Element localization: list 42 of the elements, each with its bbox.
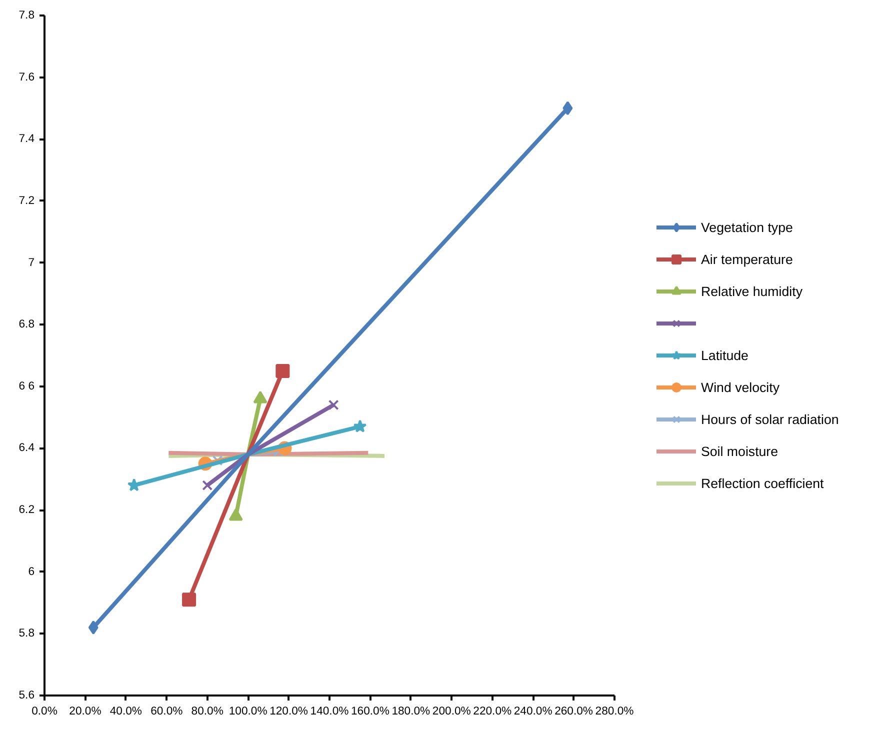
legend-label: Vegetation type [701,220,793,234]
point [276,364,290,378]
x-tick-label: 200.0% [432,706,471,718]
x-tick-label: 120.0% [270,706,308,718]
x-tick-label: 80.0% [191,706,224,718]
point [353,420,367,432]
x-tick-label: 100.0% [228,706,268,718]
legend-label: Soil moisture [701,444,778,458]
point [328,400,339,410]
x-tick-label: 240.0% [514,706,552,718]
legend-label: Latitude [701,348,748,362]
y-tick-label: 6 6 [18,380,34,392]
x-tick-label: 0.0% [32,706,58,718]
x-tick-label: 40.0% [110,706,142,718]
x-tick-label: 180.0% [392,706,430,718]
point [88,620,98,634]
y-tick-label: 7 [28,256,35,269]
y-tick-label: 6.2 [18,504,34,516]
y-tick-label: 7.6 [18,71,34,84]
point [202,480,213,491]
y-tick-label: 6.4 [18,442,34,454]
y-tick-label: 5.8 [18,628,34,640]
point [562,101,573,116]
x-tick-label: 140.0% [310,706,349,718]
y-tick-label: 6.8 [18,318,34,331]
y-tick-label: 7.8 [18,10,34,22]
y-tick-label: 7.2 [18,194,34,207]
y-tick-label: 7.4 [18,133,34,146]
x-tick-label: 220.0% [473,706,512,718]
y-tick-label: 5.6 [18,690,34,702]
x-tick-label: 60.0% [150,706,183,718]
legend-label: Wind velocity [701,380,780,394]
y-tick-label: 6 [28,566,35,578]
x-tick-label: 280.0% [595,706,634,718]
legend-label: Air temperature [701,252,793,266]
legend-label: Hours of solar radiation [701,412,839,426]
legend-label: Reflection coefficient [701,476,824,490]
point [182,592,196,607]
x-tick-label: 20.0% [69,706,102,718]
x-tick-label: 160.0% [351,706,390,718]
legend-label: Relative humidity [701,284,802,298]
x-tick-label: 260.0% [554,706,593,718]
